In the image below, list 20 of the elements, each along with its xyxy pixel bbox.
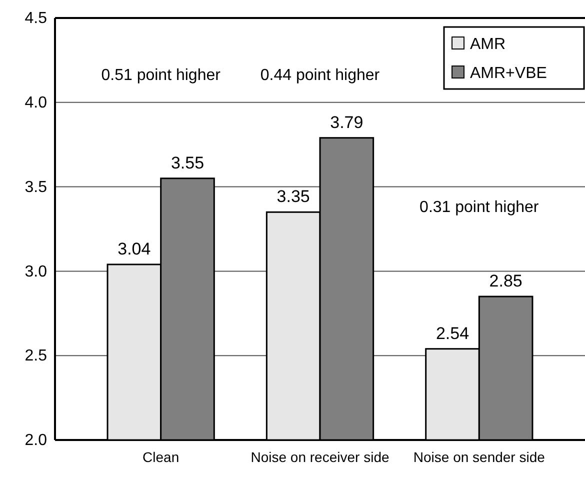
x-tick-label: Noise on receiver side	[250, 448, 390, 465]
y-tick-label: 4.0	[24, 94, 48, 112]
annotation: 0.51 point higher	[101, 67, 222, 84]
y-tick-label: 4.5	[24, 10, 48, 28]
x-tick-label: Clean	[142, 448, 180, 465]
data-label: 3.35	[276, 187, 310, 206]
x-tick-label: Noise on sender side	[413, 448, 546, 465]
annotation: 0.44 point higher	[260, 67, 380, 84]
y-tick-label: 2.5	[24, 348, 48, 365]
annotation: 0.31 point higher	[420, 199, 540, 216]
y-tick-label: 3.5	[24, 178, 48, 196]
data-label: 2.85	[489, 272, 522, 291]
data-label: 3.79	[330, 112, 364, 132]
y-tick-label: 2.0	[24, 432, 48, 450]
data-label: 2.54	[436, 324, 470, 343]
data-label: 3.55	[170, 153, 204, 172]
legend-label: AMR	[470, 36, 506, 53]
legend-label: AMR+VBE	[470, 65, 547, 82]
data-label: 3.04	[118, 239, 151, 258]
y-tick-label: 3.0	[24, 263, 48, 280]
